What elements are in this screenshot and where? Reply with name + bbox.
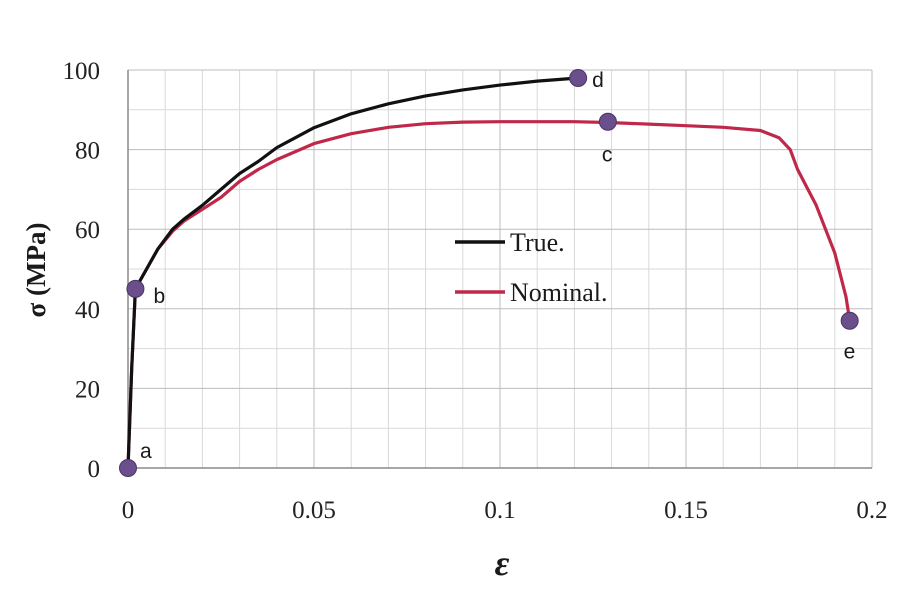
point-label-d: d: [592, 69, 604, 92]
y-tick-label: 40: [75, 297, 100, 324]
x-tick-labels: 0 0.05 0.1 0.15 0.2: [122, 497, 888, 524]
point-label-b: b: [153, 285, 165, 308]
axes: [127, 70, 872, 469]
y-tick-label: 60: [75, 217, 100, 244]
marked-points: a b c d e: [119, 68, 859, 477]
series-lines: [126, 76, 852, 470]
y-tick-labels: 0 20 40 60 80 100: [63, 58, 101, 483]
point-label-e: e: [844, 341, 856, 364]
series-line-nominal: [126, 120, 852, 470]
y-tick-label: 80: [75, 138, 100, 165]
point-label-a: a: [140, 440, 152, 463]
y-axis-title: σ (MPa): [21, 223, 51, 318]
legend-label-nominal: Nominal.: [510, 278, 608, 307]
point-c: [598, 112, 617, 131]
y-tick-label: 100: [63, 58, 101, 85]
x-tick-label: 0.15: [664, 497, 708, 524]
point-a: [119, 459, 137, 477]
legend-label-true: True.: [510, 228, 565, 257]
x-tick-label: 0.2: [856, 497, 887, 524]
point-d: [569, 68, 588, 87]
legend: True. Nominal.: [455, 228, 608, 307]
x-tick-label: 0.05: [292, 497, 336, 524]
point-e: [840, 311, 859, 330]
x-axis-title: ε: [495, 543, 510, 583]
x-tick-label: 0: [122, 497, 135, 524]
y-tick-label: 0: [88, 456, 101, 483]
y-tick-label: 20: [75, 376, 100, 403]
x-tick-label: 0.1: [484, 497, 515, 524]
point-label-c: c: [602, 144, 613, 167]
series-line-true: [126, 76, 580, 470]
point-b: [126, 279, 145, 298]
